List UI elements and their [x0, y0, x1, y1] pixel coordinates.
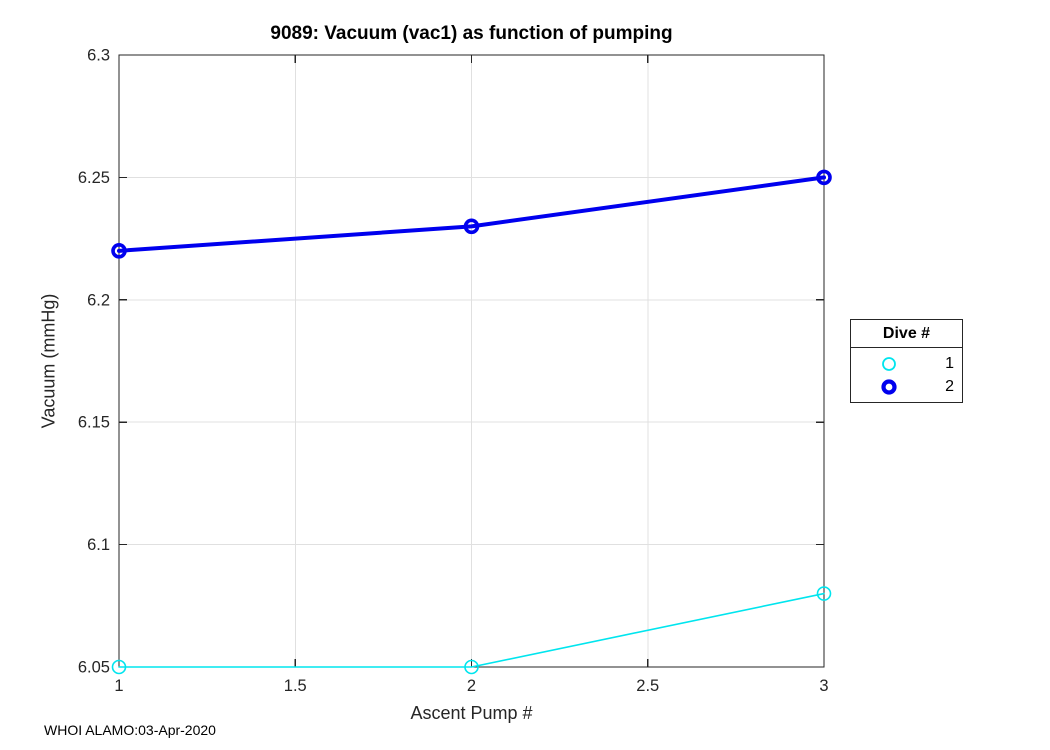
data-point-marker	[111, 659, 127, 675]
y-tick-label: 6.25	[78, 169, 110, 187]
x-tick-label: 1.5	[284, 677, 307, 695]
legend-item-label: 2	[945, 377, 954, 395]
y-tick-label: 6.15	[78, 414, 110, 432]
x-tick-label: 2.5	[636, 677, 659, 695]
legend-rows: 1 2	[851, 348, 962, 398]
data-point-marker	[816, 586, 832, 601]
data-point-marker	[464, 659, 479, 675]
chart-title: 9089: Vacuum (vac1) as function of pumpi…	[270, 23, 673, 44]
legend-item-label: 1	[945, 354, 954, 372]
y-tick-label: 6.2	[87, 291, 110, 309]
legend-marker-circle-icon	[851, 355, 927, 373]
y-tick-label: 6.1	[87, 536, 110, 554]
y-tick-label: 6.3	[87, 47, 110, 65]
x-tick-label: 3	[819, 677, 828, 695]
x-tick-label: 1	[114, 677, 123, 695]
series-line	[117, 175, 826, 253]
legend: Dive # 1 2	[850, 319, 963, 403]
legend-item: 1	[851, 352, 962, 375]
watermark-text: WHOI ALAMO:03-Apr-2020	[44, 722, 216, 738]
x-axis-label: Ascent Pump #	[410, 703, 533, 723]
data-point-marker	[111, 243, 127, 259]
legend-marker-circle-icon	[851, 378, 927, 396]
data-point-marker	[463, 218, 480, 235]
data-point-marker	[816, 169, 832, 186]
y-tick-label: 6.05	[78, 659, 110, 677]
x-tick-label: 2	[467, 677, 476, 695]
series-line	[118, 592, 825, 668]
legend-title: Dive #	[851, 320, 962, 348]
y-axis-label: Vacuum (mmHg)	[38, 293, 59, 429]
legend-item: 2	[851, 375, 962, 398]
